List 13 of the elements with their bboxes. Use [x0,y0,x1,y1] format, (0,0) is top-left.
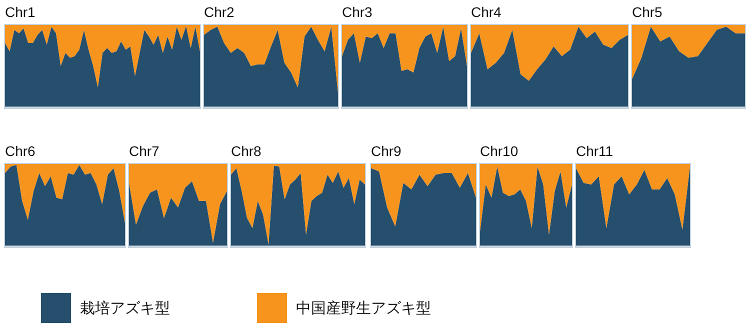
legend-label: 栽培アズキ型 [80,300,170,317]
chart-title: Chr2 [204,3,236,22]
chart-title: Chr1 [5,3,36,22]
chart-title: Chr11 [576,142,614,161]
chart-title: Chr4 [471,3,502,22]
chart-title: Chr5 [632,3,664,22]
chart-title: Chr10 [480,142,520,161]
chart-title: Chr3 [342,3,374,22]
legend-label: 中国産野生アズキ型 [296,300,431,317]
chart-title: Chr9 [371,142,402,161]
chart-title: Chr8 [231,142,262,161]
chart-title: Chr7 [129,142,160,161]
chart-title: Chr6 [5,142,36,161]
